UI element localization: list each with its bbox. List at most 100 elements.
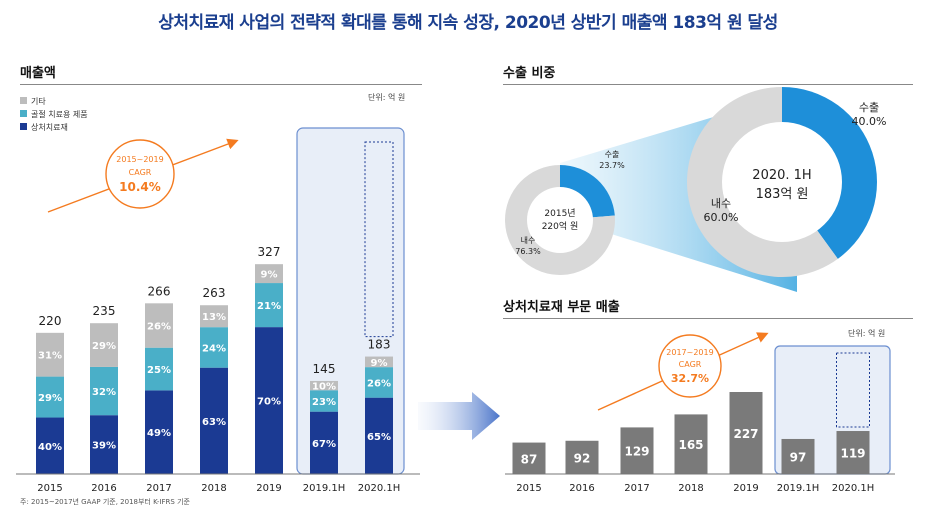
legend-swatch xyxy=(20,123,27,130)
bar-segment xyxy=(145,303,173,348)
bar xyxy=(565,440,599,474)
legend-swatch xyxy=(20,97,27,104)
sales-heading-rule xyxy=(20,84,422,85)
bar-value-label: 129 xyxy=(624,445,649,459)
x-tick-label: 2017 xyxy=(146,483,171,494)
export-heading: 수출 비중 xyxy=(503,66,556,81)
big-donut-domestic-label: 내수 xyxy=(711,197,731,210)
bar-segment xyxy=(310,380,338,391)
bar-segment-label: 10% xyxy=(312,382,336,393)
x-tick-label: 2015 xyxy=(516,483,541,494)
bar-total-label: 266 xyxy=(148,284,171,298)
bar-segment xyxy=(36,332,64,377)
bar-segment-label: 40% xyxy=(38,442,62,453)
bar xyxy=(836,431,870,474)
bar-segment-label: 21% xyxy=(257,301,281,312)
wound-sales-unit: 단위: 억 원 xyxy=(848,329,886,338)
bar-segment-label: 29% xyxy=(38,393,62,404)
right-cagr-label: CAGR xyxy=(679,360,702,369)
right-cagr-bubble xyxy=(658,334,722,398)
bar xyxy=(512,442,546,474)
bar-segment xyxy=(310,390,338,412)
bar-segment-label: 13% xyxy=(202,312,226,323)
bar-segment-label: 32% xyxy=(92,387,116,398)
sales-heading: 매출액 xyxy=(20,66,56,81)
cagr-value: 10.4% xyxy=(119,180,161,194)
legend-label: 기타 xyxy=(31,97,46,106)
bar-segment-label: 25% xyxy=(147,365,171,376)
wound-sales-heading-rule xyxy=(503,318,913,319)
bar-segment-label: 9% xyxy=(371,358,388,369)
small-donut-center-value: 220억 원 xyxy=(542,220,579,232)
big-donut-center-value: 183억 원 xyxy=(756,187,809,202)
small-donut-export-label: 수출 xyxy=(605,149,620,159)
bar-segment-label: 23% xyxy=(312,397,336,408)
bar xyxy=(620,427,654,474)
bar-segment xyxy=(365,356,393,368)
x-tick-label: 2020.1H xyxy=(832,483,875,494)
page-title: 상처치료재 사업의 전략적 확대를 통해 지속 성장, 2020년 상반기 매출… xyxy=(158,13,778,33)
bar-segment xyxy=(310,411,338,474)
x-tick-label: 2016 xyxy=(91,483,116,494)
bar-segment xyxy=(255,264,283,284)
bar-total-label: 183 xyxy=(368,338,391,352)
cagr-label: CAGR xyxy=(129,168,152,177)
bar-total-label: 235 xyxy=(93,304,116,318)
bar-total-label: 145 xyxy=(313,362,336,376)
big-donut-center-period: 2020. 1H xyxy=(752,168,811,183)
big-donut-export-label: 수출 xyxy=(859,101,879,114)
x-tick-label: 2018 xyxy=(201,483,226,494)
wound-sales-heading: 상처치료재 부문 매출 xyxy=(503,300,620,315)
bar-segment xyxy=(255,327,283,474)
right-cagr-value: 32.7% xyxy=(671,372,709,385)
bar xyxy=(674,414,708,474)
bar-segment xyxy=(36,376,64,418)
big-donut-hole xyxy=(722,122,842,242)
bar-total-label: 263 xyxy=(203,286,226,300)
bar-segment-label: 70% xyxy=(257,397,281,408)
bar-value-label: 92 xyxy=(574,451,591,465)
x-tick-label: 2020.1H xyxy=(358,483,401,494)
sales-unit: 단위: 억 원 xyxy=(368,93,406,102)
x-tick-label: 2019 xyxy=(733,483,758,494)
bar-value-label: 227 xyxy=(733,427,758,441)
x-tick-label: 2018 xyxy=(678,483,703,494)
x-tick-label: 2019.1H xyxy=(777,483,820,494)
bar-segment-label: 63% xyxy=(202,417,226,428)
bar-segment-label: 65% xyxy=(367,432,391,443)
bar-segment-label: 67% xyxy=(312,439,336,450)
small-donut-domestic-value: 76.3% xyxy=(515,247,541,256)
bar-segment xyxy=(145,390,173,474)
bar-segment-label: 9% xyxy=(261,270,278,281)
cagr-period: 2015~2019 xyxy=(116,155,163,164)
bar-segment xyxy=(255,283,283,328)
projection-dashed-box xyxy=(364,141,394,338)
x-tick-label: 2019.1H xyxy=(303,483,346,494)
legend-label: 골절 치료용 제품 xyxy=(31,110,88,119)
bar-segment xyxy=(145,347,173,391)
big-donut-export-value: 40.0% xyxy=(852,115,887,128)
transition-arrow xyxy=(418,392,500,440)
small-donut-domestic-label: 내수 xyxy=(521,236,536,245)
x-tick-label: 2015 xyxy=(37,483,62,494)
x-tick-label: 2016 xyxy=(569,483,594,494)
right-cagr-period: 2017~2019 xyxy=(666,348,713,357)
x-tick-label: 2017 xyxy=(624,483,649,494)
bar-segment xyxy=(90,366,118,416)
export-heading-rule xyxy=(503,84,913,85)
bar-segment-label: 24% xyxy=(202,343,226,354)
bar-segment-label: 29% xyxy=(92,341,116,352)
bar-segment-label: 39% xyxy=(92,441,116,452)
small-donut-hole xyxy=(527,187,593,253)
small-donut-export-value: 23.7% xyxy=(599,161,625,170)
bar-value-label: 119 xyxy=(840,447,865,461)
bar-segment-label: 31% xyxy=(38,351,62,362)
bar-total-label: 327 xyxy=(258,245,281,259)
bar-value-label: 87 xyxy=(521,452,538,466)
bar-value-label: 97 xyxy=(790,450,807,464)
footnote: 주: 2015~2017년 GAAP 기준, 2018부터 K-IFRS 기준 xyxy=(20,498,190,506)
x-tick-label: 2019 xyxy=(256,483,281,494)
bar-segment xyxy=(200,367,228,474)
bar-segment xyxy=(200,327,228,368)
